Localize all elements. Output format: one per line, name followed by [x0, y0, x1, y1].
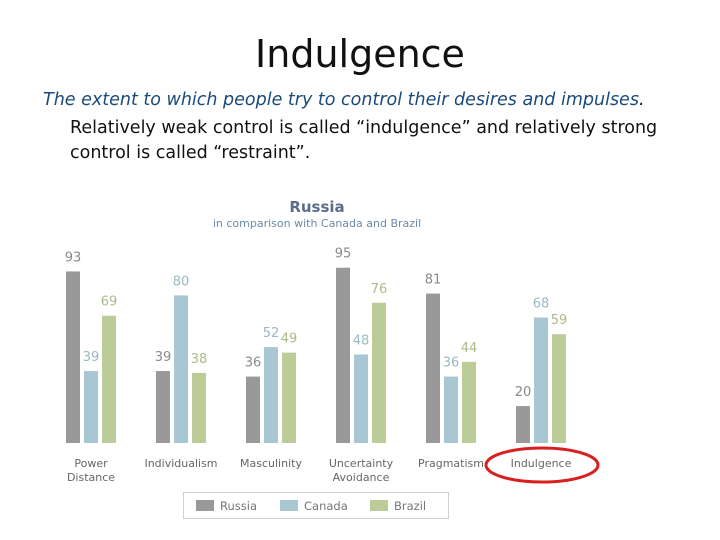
legend-swatch-brazil	[370, 500, 388, 511]
bar-indulgence-brazil	[552, 334, 566, 443]
bar-individualism-canada	[174, 295, 188, 443]
bar-indulgence-russia	[516, 406, 530, 443]
category-label-uncertainty-avoidance-line-1: Uncertainty	[329, 457, 394, 470]
legend-label-brazil: Brazil	[394, 499, 427, 513]
legend-swatch-canada	[280, 500, 298, 511]
value-label-uncertainty-avoidance-brazil: 76	[371, 282, 388, 297]
value-label-power-distance-canada: 39	[83, 350, 100, 365]
highlight-circle	[484, 446, 600, 484]
slide-title: Indulgence	[255, 32, 465, 76]
bar-power-distance-russia	[66, 271, 80, 443]
bar-masculinity-russia	[246, 376, 260, 443]
value-label-masculinity-canada: 52	[263, 326, 280, 341]
value-label-individualism-russia: 39	[155, 350, 172, 365]
value-label-power-distance-russia: 93	[65, 250, 82, 265]
category-label-pragmatism: Pragmatism	[418, 457, 484, 470]
value-label-indulgence-brazil: 59	[551, 313, 568, 328]
value-label-masculinity-russia: 36	[245, 356, 262, 371]
legend-label-canada: Canada	[304, 499, 348, 513]
body-line-2: control is called “restraint”.	[70, 143, 311, 163]
bar-uncertainty-avoidance-brazil	[372, 302, 386, 443]
bar-individualism-brazil	[192, 372, 206, 443]
slide-body: Relatively weak control is called “indul…	[70, 116, 710, 166]
bar-power-distance-brazil	[102, 315, 116, 443]
legend-item-canada: Canada	[280, 499, 348, 513]
value-label-individualism-canada: 80	[173, 274, 190, 289]
legend: Russia Canada Brazil	[183, 492, 449, 519]
value-label-masculinity-brazil: 49	[281, 332, 298, 347]
value-label-indulgence-russia: 20	[515, 385, 532, 400]
subtitle-text: The extent to which people try to contro…	[43, 90, 639, 110]
category-label-power-distance-line-2: Distance	[67, 471, 115, 484]
chart-title: Russia	[289, 198, 344, 216]
subtitle-period: .	[638, 90, 645, 110]
value-label-pragmatism-brazil: 44	[461, 341, 478, 356]
value-label-power-distance-brazil: 69	[101, 295, 118, 310]
legend-item-russia: Russia	[196, 499, 257, 513]
bar-uncertainty-avoidance-canada	[354, 354, 368, 443]
bar-individualism-russia	[156, 371, 170, 443]
bar-pragmatism-canada	[444, 376, 458, 443]
chart-subtitle: in comparison with Canada and Brazil	[213, 217, 421, 230]
legend-item-brazil: Brazil	[370, 499, 426, 513]
value-label-indulgence-canada: 68	[533, 297, 550, 312]
legend-label-russia: Russia	[220, 499, 257, 513]
category-label-masculinity: Masculinity	[240, 457, 302, 470]
bar-masculinity-canada	[264, 347, 278, 443]
category-label-power-distance-line-1: Power	[74, 457, 108, 470]
bar-indulgence-canada	[534, 317, 548, 443]
value-label-pragmatism-russia: 81	[425, 273, 442, 288]
bars-group	[66, 267, 566, 443]
bar-pragmatism-brazil	[462, 361, 476, 443]
bar-pragmatism-russia	[426, 293, 440, 443]
category-label-indulgence: Indulgence	[511, 457, 572, 470]
body-line-1: Relatively weak control is called “indul…	[70, 118, 658, 138]
category-label-uncertainty-avoidance-line-2: Avoidance	[333, 471, 390, 484]
bar-power-distance-canada	[84, 371, 98, 443]
value-label-individualism-brazil: 38	[191, 352, 208, 367]
value-label-uncertainty-avoidance-canada: 48	[353, 333, 370, 348]
category-label-individualism: Individualism	[144, 457, 217, 470]
bar-uncertainty-avoidance-russia	[336, 267, 350, 443]
value-label-pragmatism-canada: 36	[443, 356, 460, 371]
slide-subtitle: The extent to which people try to contro…	[43, 90, 645, 110]
legend-swatch-russia	[196, 500, 214, 511]
bar-masculinity-brazil	[282, 352, 296, 443]
value-label-uncertainty-avoidance-russia: 95	[335, 247, 352, 262]
